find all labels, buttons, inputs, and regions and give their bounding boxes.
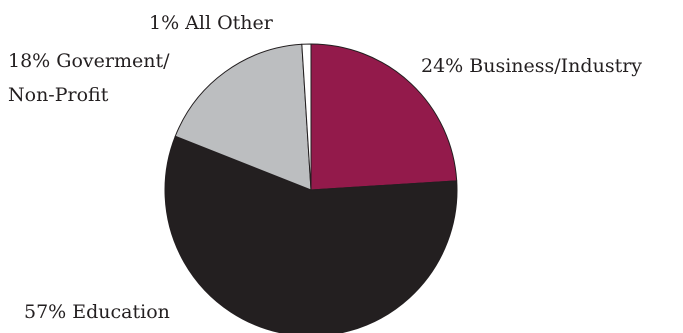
label-government-nonprofit-line2: Non-Profit — [8, 84, 109, 106]
label-all-other: 1% All Other — [149, 12, 274, 34]
label-government-nonprofit-line1: 18% Goverment/ — [8, 50, 170, 72]
pie-slice-goverment-non-profit — [174, 43, 312, 191]
pie-slice-business-industry — [310, 43, 458, 191]
pie-slice-all-other — [301, 43, 312, 191]
label-education: 57% Education — [24, 301, 170, 323]
pie-slices — [164, 43, 458, 333]
label-business-industry: 24% Business/Industry — [421, 55, 642, 77]
pie-slice-education — [164, 135, 458, 333]
